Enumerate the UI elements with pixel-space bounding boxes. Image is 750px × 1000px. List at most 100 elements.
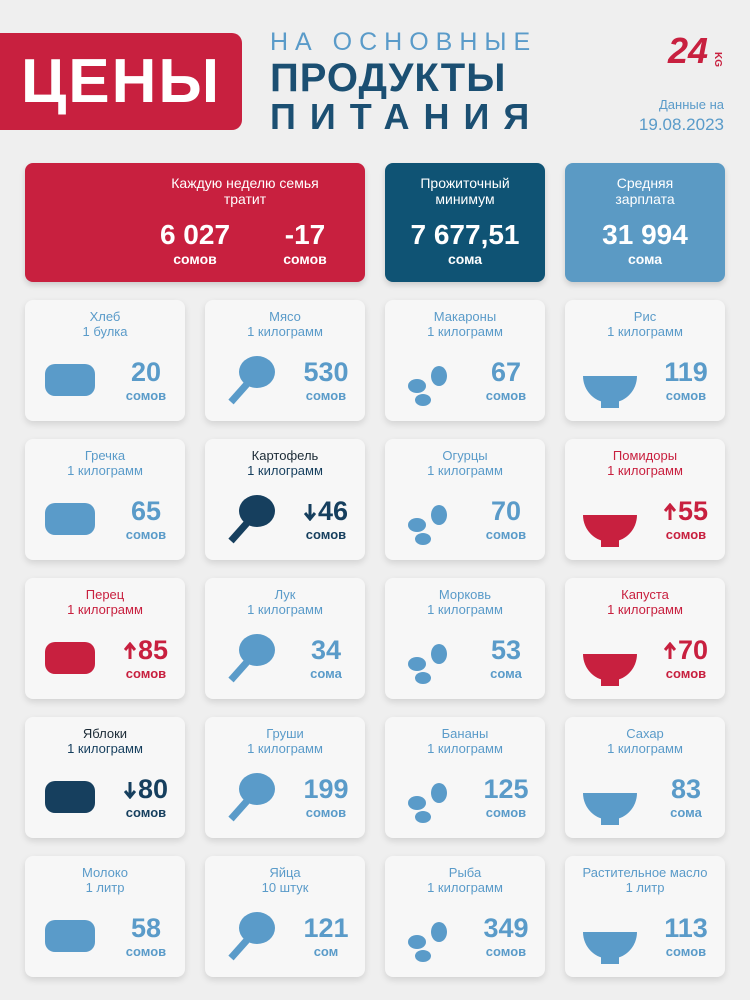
product-card: Растительное масло 1 литр 113 сомов (565, 856, 725, 977)
product-icon (228, 634, 275, 683)
product-icon (408, 783, 447, 823)
product-price: 121 (287, 913, 365, 944)
product-name: Гречка (84, 448, 126, 463)
product-unit: сомов (305, 388, 347, 403)
product-unit: сомов (485, 527, 527, 542)
product-icon (228, 356, 275, 405)
price-value: 119 (664, 357, 708, 387)
product-quantity: 1 килограмм (67, 463, 143, 478)
product-icon (45, 642, 95, 674)
product-unit: сома (310, 666, 342, 681)
price-value: 46 (317, 496, 349, 526)
product-name: Перец (85, 587, 125, 602)
product-card: Груши 1 килограмм 199 сомов (205, 717, 365, 838)
summary-value: 6 027 (159, 219, 231, 250)
product-card: Яйца 10 штук 121 сом (205, 856, 365, 977)
product-unit: сом (313, 944, 339, 959)
product-quantity: 1 килограмм (607, 602, 683, 617)
product-card: Помидоры 1 килограмм 55 сомов (565, 439, 725, 560)
product-card: Рыба 1 килограмм 349 сомов (385, 856, 545, 977)
product-unit: сома (490, 666, 522, 681)
product-unit: сомов (485, 388, 527, 403)
summary-label: Каждую неделю семья тратит (171, 175, 319, 207)
product-quantity: 1 килограмм (247, 741, 323, 756)
price-value: 85 (137, 635, 169, 665)
product-name: Хлеб (89, 309, 121, 324)
product-card: Молоко 1 литр 58 сомов (25, 856, 185, 977)
product-unit: сомов (665, 944, 707, 959)
product-name: Макароны (433, 309, 497, 324)
trend-arrow (123, 782, 137, 800)
product-card: Рис 1 килограмм 119 сомов (565, 300, 725, 421)
product-card: Макароны 1 килограмм 67 сомов (385, 300, 545, 421)
product-quantity: 1 килограмм (607, 463, 683, 478)
product-quantity: 1 литр (85, 880, 125, 895)
product-quantity: 1 килограмм (67, 602, 143, 617)
product-name: Рыба (448, 865, 482, 880)
product-unit: сомов (125, 527, 167, 542)
price-value: 65 (130, 496, 162, 526)
product-name: Мясо (269, 309, 301, 324)
date-label: Данные на (659, 97, 724, 112)
product-price: 113 (647, 913, 725, 944)
product-name: Груши (266, 726, 304, 741)
product-price: 55 (647, 496, 725, 527)
product-icon (408, 366, 447, 406)
product-name: Огурцы (442, 448, 488, 463)
summary-unit: сомов (283, 251, 327, 267)
product-price: 46 (287, 496, 365, 527)
price-value: 34 (310, 635, 342, 665)
trend-arrow (663, 502, 677, 520)
price-value: 199 (303, 774, 349, 804)
price-value: 530 (303, 357, 349, 387)
product-icon (228, 773, 275, 822)
summary-card: Средняя зарплата 31 994 сома (565, 163, 725, 282)
product-unit: сомов (485, 805, 527, 820)
summary-card: Прожиточный минимум 7 677,51 сома (385, 163, 545, 282)
product-icon (408, 922, 447, 962)
product-name: Молоко (82, 865, 128, 880)
product-quantity: 1 килограмм (67, 741, 143, 756)
product-name: Морковь (438, 587, 492, 602)
product-icon (45, 781, 95, 813)
product-card: Перец 1 килограмм 85 сомов (25, 578, 185, 699)
product-quantity: 1 килограмм (607, 741, 683, 756)
summary-unit: сома (447, 251, 483, 267)
product-name: Яблоки (82, 726, 128, 741)
product-icon (583, 654, 637, 686)
product-unit: сомов (125, 666, 167, 681)
product-card: Хлеб 1 булка 20 сомов (25, 300, 185, 421)
logo-suffix: KG (712, 52, 723, 67)
summary-card: Каждую неделю семья тратит 6 027 сомов -17 с… (25, 163, 365, 282)
price-value: 70 (677, 635, 709, 665)
product-unit: сомов (305, 527, 347, 542)
product-quantity: 1 килограмм (247, 602, 323, 617)
product-unit: сомов (125, 944, 167, 959)
product-icon (45, 364, 95, 396)
product-quantity: 1 килограмм (247, 324, 323, 339)
product-card: Картофель 1 килограмм 46 сомов (205, 439, 365, 560)
product-icon (583, 376, 637, 408)
product-name: Капуста (621, 587, 669, 602)
summary-value: 31 994 (602, 219, 688, 250)
trend-arrow (663, 641, 677, 659)
title: ЦЕНЫ (0, 33, 242, 130)
product-unit: сомов (125, 388, 167, 403)
logo: 24 (668, 30, 709, 71)
product-quantity: 1 килограмм (427, 463, 503, 478)
subtitle: ПИТАНИЯ (270, 96, 544, 137)
product-quantity: 1 килограмм (247, 463, 323, 478)
product-card: Сахар 1 килограмм 83 сома (565, 717, 725, 838)
product-name: Лук (274, 587, 296, 602)
product-icon (583, 515, 637, 547)
product-card: Бананы 1 килограмм 125 сомов (385, 717, 545, 838)
product-price: 20 (107, 357, 185, 388)
trend-arrow (123, 641, 137, 659)
trend-arrow (303, 504, 317, 522)
product-quantity: 1 килограмм (607, 324, 683, 339)
product-card: Огурцы 1 килограмм 70 сомов (385, 439, 545, 560)
product-icon (228, 495, 275, 544)
product-quantity: 10 штук (261, 880, 309, 895)
price-value: 58 (130, 913, 162, 943)
product-price: 85 (107, 635, 185, 666)
